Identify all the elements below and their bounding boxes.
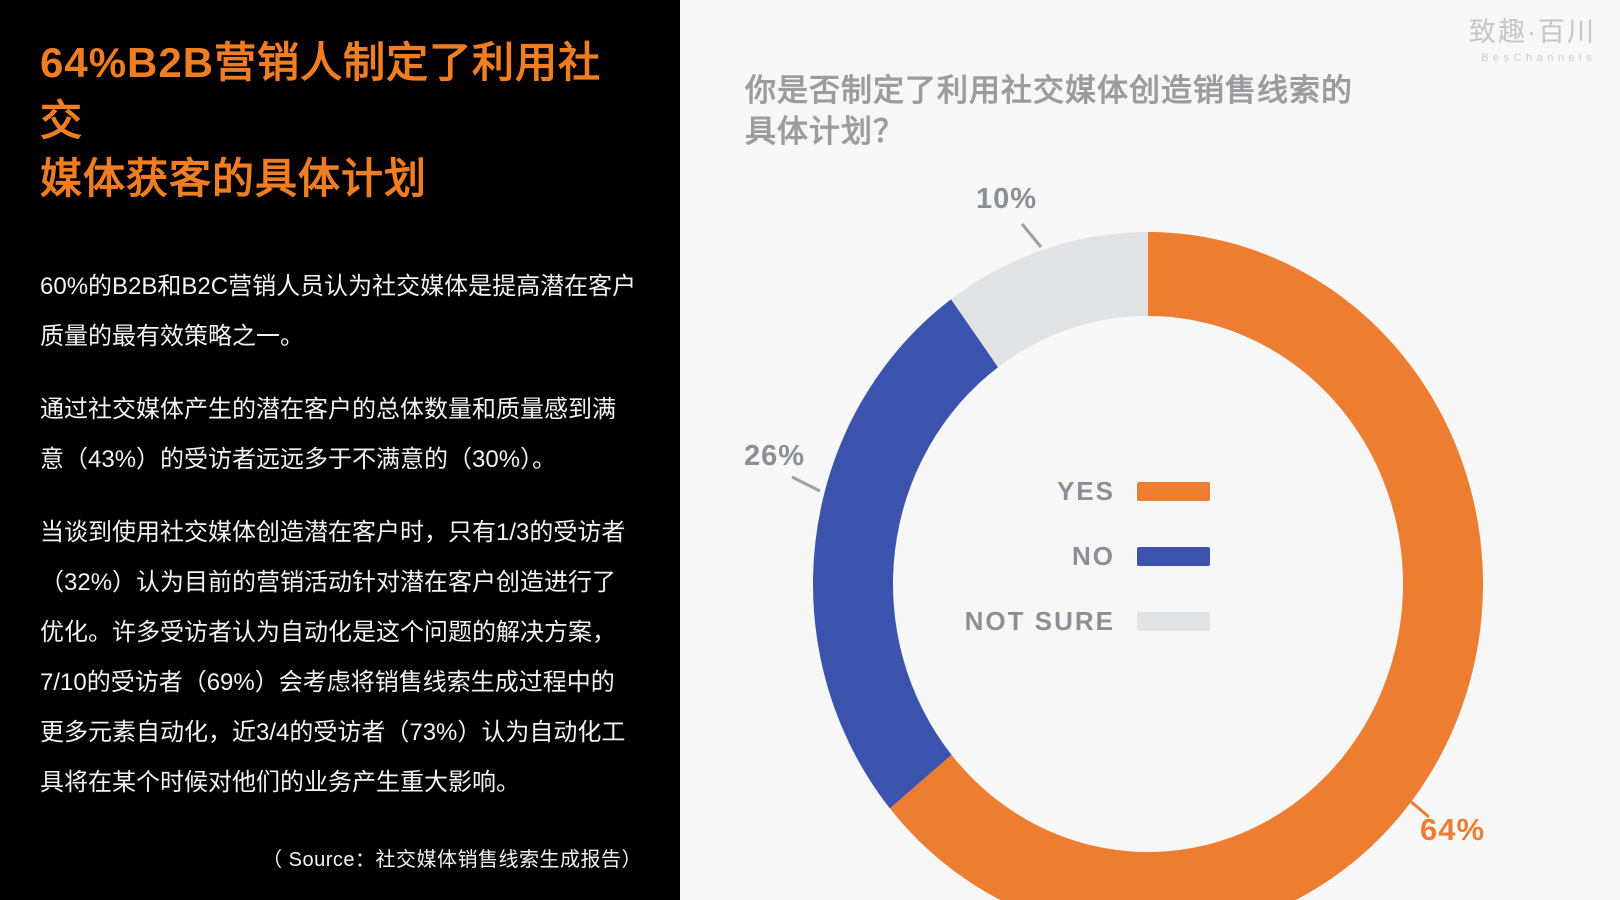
legend-item-yes: YES	[947, 476, 1210, 506]
brand-logo-text: 致趣·百川	[1469, 17, 1596, 47]
legend-swatch-not-sure	[1137, 612, 1210, 631]
paragraph-2: 通过社交媒体产生的潜在客户的总体数量和质量感到满意（43%）的受访者远远多于不满…	[40, 396, 616, 473]
callout-line-yes	[1401, 792, 1430, 819]
legend-item-not-sure: NOT SURE	[947, 606, 1210, 636]
legend-swatch-yes	[1137, 482, 1210, 501]
legend-label-yes: YES	[1056, 476, 1115, 506]
data-label-yes: 64%	[1420, 812, 1486, 847]
callout-line-not-sure	[1020, 223, 1043, 248]
donut-segment-no	[812, 299, 999, 809]
donut-segment-yes	[889, 232, 1483, 900]
paragraph-1: 60%的B2B和B2C营销人员认为社交媒体是提高潜在客户质量的最有效策略之一。	[40, 273, 637, 350]
source-citation: （ Source：社交媒体销售线索生成报告）	[262, 849, 642, 871]
paragraph-3: 当谈到使用社交媒体创造潜在客户时，只有1/3的受访者（32%）认为目前的营销活动…	[40, 519, 626, 796]
chart-question-title: 你是否制定了利用社交媒体创造销售线索的 具体计划？	[745, 73, 1353, 149]
data-label-not-sure: 10%	[976, 183, 1038, 215]
donut-chart	[791, 223, 1483, 900]
donut-segment-not-sure	[951, 232, 1148, 368]
slide-title: 64%B2B营销人制定了利用社交 媒体获客的具体计划	[40, 39, 602, 202]
data-label-no: 26%	[744, 440, 806, 472]
legend-label-not-sure: NOT SURE	[964, 606, 1115, 636]
left-text-panel: 64%B2B营销人制定了利用社交 媒体获客的具体计划 60%的B2B和B2C营销…	[0, 0, 680, 900]
brand-logo-subtitle: BesChannels	[1481, 52, 1596, 64]
legend-swatch-no	[1137, 547, 1210, 566]
chart-panel: 致趣·百川 BesChannels 你是否制定了利用社交媒体创造销售线索的 具体…	[680, 0, 1620, 900]
legend-label-no: NO	[1072, 541, 1115, 571]
legend-item-no: NO	[947, 541, 1210, 571]
chart-legend: YES NO NOT SURE	[947, 476, 1210, 673]
callout-line-no	[791, 475, 821, 493]
brand-logo: 致趣·百川 BesChannels	[1469, 10, 1596, 64]
